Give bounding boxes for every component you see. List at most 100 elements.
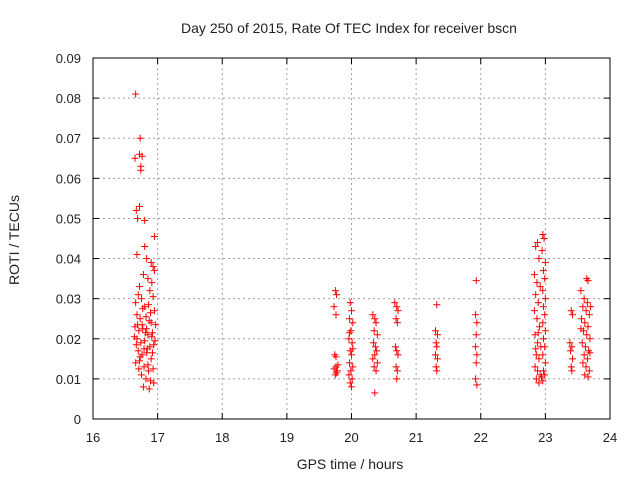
data-point <box>148 279 156 287</box>
data-point <box>369 355 377 363</box>
data-point <box>432 339 440 347</box>
data-point <box>334 361 342 369</box>
data-point <box>530 307 538 315</box>
data-point <box>371 389 379 397</box>
data-point <box>433 343 441 351</box>
data-point <box>332 311 340 319</box>
data-point <box>149 293 157 301</box>
data-point <box>532 375 540 383</box>
data-point <box>146 287 154 295</box>
data-point <box>349 319 357 327</box>
data-point <box>393 319 401 327</box>
y-tick-label: 0.06 <box>56 171 81 186</box>
data-point <box>133 251 141 259</box>
chart-title: Day 250 of 2015, Rate Of TEC Index for r… <box>181 20 517 36</box>
data-point <box>472 331 480 339</box>
x-tick-labels: 16 17 18 19 20 21 22 23 24 <box>86 430 617 445</box>
data-point <box>150 341 158 349</box>
y-tick-label: 0.07 <box>56 131 81 146</box>
data-point <box>132 359 140 367</box>
data-point <box>137 339 145 347</box>
y-tick-label: 0.08 <box>56 91 81 106</box>
data-point <box>393 303 401 311</box>
data-point <box>371 315 379 323</box>
data-point <box>136 202 144 210</box>
data-point <box>133 311 141 319</box>
x-tick-label: 21 <box>409 430 423 445</box>
data-point <box>348 307 355 315</box>
data-point <box>587 303 595 311</box>
x-tick-label: 22 <box>474 430 488 445</box>
data-point <box>346 299 354 307</box>
x-tick-label: 23 <box>538 430 552 445</box>
data-point <box>145 301 153 309</box>
data-point <box>541 259 549 267</box>
data-point <box>134 347 142 355</box>
data-point <box>137 162 145 170</box>
data-point <box>539 287 547 295</box>
data-point <box>534 339 542 347</box>
data-point <box>141 337 149 345</box>
y-tick-label: 0 <box>74 412 81 427</box>
data-point <box>539 377 547 385</box>
data-point <box>567 307 575 315</box>
data-point <box>150 232 158 240</box>
data-point <box>433 301 441 309</box>
data-point <box>349 345 357 353</box>
data-point <box>391 299 399 307</box>
data-point <box>569 355 577 363</box>
data-point <box>372 367 380 375</box>
data-point <box>148 333 156 341</box>
data-point <box>138 152 146 160</box>
data-point <box>136 353 144 361</box>
x-axis-label: GPS time / hours <box>297 456 404 472</box>
data-point <box>132 299 140 307</box>
data-point <box>539 335 547 343</box>
data-point <box>139 271 147 279</box>
data-point <box>147 259 155 267</box>
data-point <box>567 363 575 371</box>
data-point <box>532 351 540 359</box>
x-tick-label: 24 <box>603 430 617 445</box>
x-tick-label: 19 <box>280 430 294 445</box>
data-point <box>348 339 356 347</box>
data-point <box>331 287 339 295</box>
data-point <box>583 331 591 339</box>
data-point <box>136 315 144 323</box>
data-point <box>472 277 480 285</box>
data-point <box>139 305 147 313</box>
y-tick-label: 0.01 <box>56 372 81 387</box>
data-point <box>567 347 575 355</box>
data-point <box>134 214 142 222</box>
data-point <box>369 311 377 319</box>
data-point <box>577 287 585 295</box>
data-point <box>145 367 153 375</box>
data-point <box>432 351 440 359</box>
data-point <box>582 307 590 315</box>
data-point <box>534 239 542 247</box>
data-point <box>147 355 155 363</box>
data-points <box>130 90 595 397</box>
data-point <box>586 335 594 343</box>
data-point <box>141 243 149 251</box>
data-point <box>541 327 549 335</box>
data-point <box>584 323 592 331</box>
data-point <box>541 275 549 283</box>
data-point <box>539 230 547 238</box>
data-point <box>432 363 440 371</box>
data-point <box>539 367 547 375</box>
data-point <box>348 375 356 383</box>
data-point <box>346 315 354 323</box>
data-point <box>581 343 589 351</box>
data-point <box>533 279 541 287</box>
data-point <box>532 345 540 353</box>
data-point <box>345 371 353 379</box>
x-tick-label: 16 <box>86 430 100 445</box>
data-point <box>149 365 157 373</box>
data-point <box>347 367 355 375</box>
data-point <box>141 216 149 224</box>
data-point <box>541 343 549 351</box>
y-tick-label: 0.02 <box>56 332 81 347</box>
data-point <box>142 375 150 383</box>
